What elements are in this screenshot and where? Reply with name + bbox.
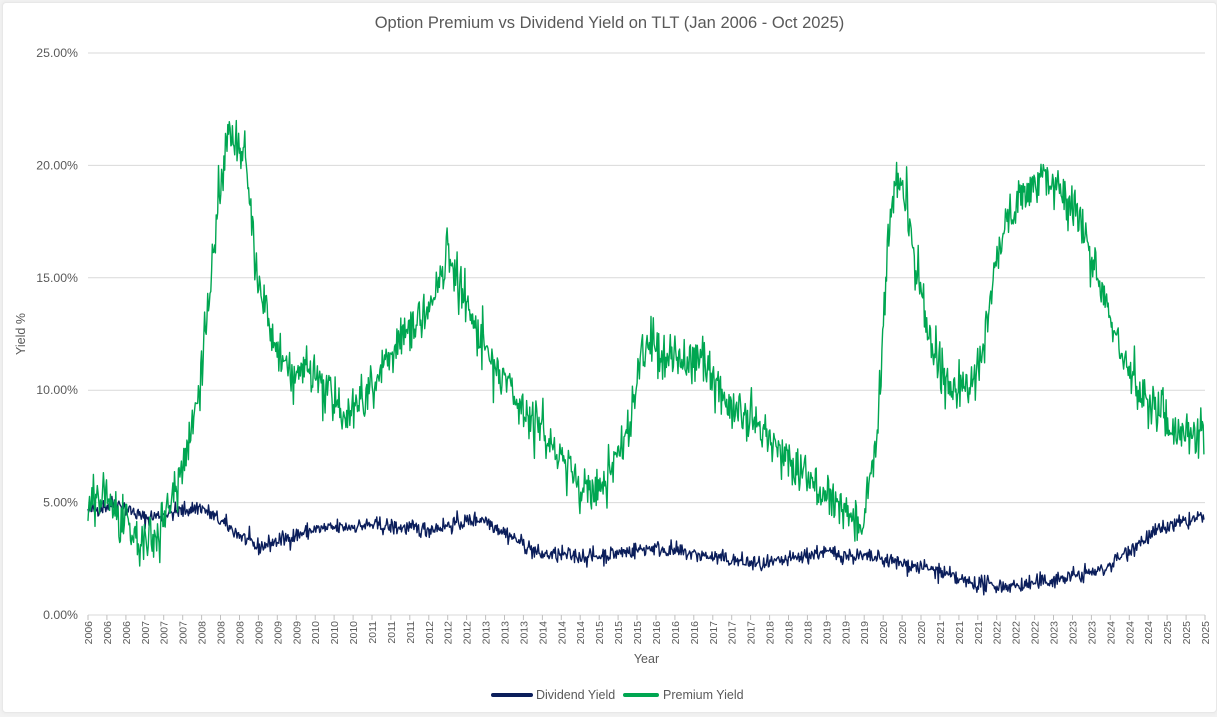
svg-text:2017: 2017 [746,621,758,645]
svg-text:2015: 2015 [632,621,644,645]
svg-text:2023: 2023 [1068,621,1080,645]
svg-text:Dividend Yield: Dividend Yield [536,688,615,702]
svg-text:2019: 2019 [840,621,852,645]
svg-text:2012: 2012 [443,621,455,645]
svg-text:2022: 2022 [1011,621,1023,645]
svg-text:2020: 2020 [878,621,890,645]
svg-text:2010: 2010 [348,621,360,645]
svg-text:2012: 2012 [424,621,436,645]
svg-text:2019: 2019 [859,621,871,645]
svg-text:2015: 2015 [594,621,606,645]
svg-text:2019: 2019 [821,621,833,645]
svg-text:2014: 2014 [575,621,587,645]
svg-text:2016: 2016 [689,621,701,645]
svg-text:2016: 2016 [670,621,682,645]
svg-text:2018: 2018 [802,621,814,645]
svg-text:2011: 2011 [367,621,379,644]
svg-text:2025: 2025 [1162,621,1174,645]
svg-text:2013: 2013 [500,621,512,645]
svg-text:2010: 2010 [329,621,341,645]
svg-text:2014: 2014 [556,621,568,645]
svg-text:2025: 2025 [1200,621,1212,645]
svg-text:2014: 2014 [537,621,549,645]
svg-text:2009: 2009 [253,621,265,645]
svg-text:2012: 2012 [462,621,474,645]
svg-text:Year: Year [634,652,659,666]
svg-text:2021: 2021 [954,621,966,645]
svg-text:2017: 2017 [708,621,720,645]
svg-text:2006: 2006 [83,621,95,645]
svg-text:2024: 2024 [1124,621,1136,645]
svg-text:2010: 2010 [310,621,322,645]
svg-text:2020: 2020 [897,621,909,645]
svg-text:2011: 2011 [405,621,417,644]
svg-text:2016: 2016 [651,621,663,645]
svg-text:2018: 2018 [784,621,796,645]
svg-text:2009: 2009 [272,621,284,645]
svg-text:2008: 2008 [235,621,247,645]
svg-text:2023: 2023 [1086,621,1098,645]
svg-text:2021: 2021 [935,621,947,645]
svg-text:0.00%: 0.00% [43,608,78,622]
svg-text:2013: 2013 [518,621,530,645]
svg-text:2020: 2020 [916,621,928,645]
svg-text:2023: 2023 [1049,621,1061,645]
svg-text:2006: 2006 [102,621,114,645]
svg-text:20.00%: 20.00% [36,158,78,172]
svg-text:2022: 2022 [992,621,1004,645]
svg-text:2007: 2007 [140,621,152,645]
svg-text:5.00%: 5.00% [43,496,78,510]
svg-text:2013: 2013 [481,621,493,645]
svg-text:2009: 2009 [291,621,303,645]
svg-text:2007: 2007 [178,621,190,645]
svg-text:15.00%: 15.00% [36,271,78,285]
svg-text:2022: 2022 [1030,621,1042,645]
svg-text:2015: 2015 [613,621,625,645]
svg-text:2008: 2008 [216,621,228,645]
svg-text:2007: 2007 [159,621,171,645]
svg-text:2006: 2006 [121,621,133,645]
svg-text:Premium Yield: Premium Yield [663,688,744,702]
svg-text:2021: 2021 [973,621,985,645]
svg-text:2011: 2011 [386,621,398,644]
svg-text:2018: 2018 [765,621,777,645]
svg-text:2008: 2008 [197,621,209,645]
svg-text:10.00%: 10.00% [36,383,78,397]
svg-text:2017: 2017 [727,621,739,645]
svg-text:2024: 2024 [1143,621,1155,645]
svg-text:2025: 2025 [1181,621,1193,645]
svg-text:Yield %: Yield % [14,313,28,355]
svg-text:25.00%: 25.00% [36,46,78,60]
svg-text:2024: 2024 [1105,621,1117,645]
